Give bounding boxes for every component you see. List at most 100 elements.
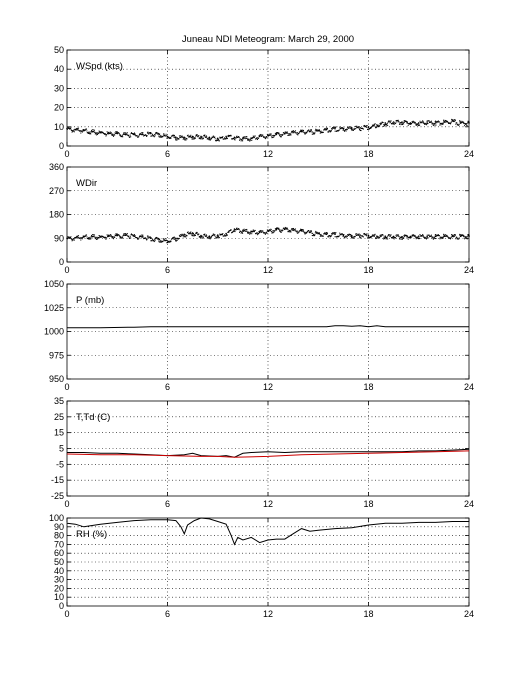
data-point xyxy=(343,236,345,238)
x-tick-label-4: 24 xyxy=(464,265,474,275)
data-point xyxy=(247,232,249,234)
data-point xyxy=(226,234,228,236)
data-point xyxy=(256,232,258,234)
data-point xyxy=(327,128,329,130)
data-point xyxy=(362,128,364,130)
x-tick-label-3: 18 xyxy=(363,149,373,159)
data-point xyxy=(262,134,264,136)
data-point xyxy=(159,136,161,138)
data-point xyxy=(411,121,413,123)
data-point xyxy=(110,234,112,236)
data-point xyxy=(254,135,256,137)
data-point xyxy=(144,237,146,239)
data-point xyxy=(296,230,298,232)
data-point xyxy=(197,136,199,138)
data-point xyxy=(339,126,341,128)
data-point xyxy=(91,130,93,133)
data-point xyxy=(98,132,100,134)
data-point xyxy=(403,121,405,123)
panel-label: RH (%) xyxy=(76,529,107,540)
data-point xyxy=(350,126,353,129)
data-point xyxy=(136,135,138,137)
data-point xyxy=(134,236,136,238)
data-point xyxy=(402,236,404,238)
data-point xyxy=(287,133,289,135)
data-point xyxy=(280,231,282,233)
data-point xyxy=(258,231,261,234)
data-point xyxy=(282,229,284,231)
data-point xyxy=(315,230,317,232)
data-point xyxy=(358,127,360,129)
data-point xyxy=(178,135,180,137)
y-tick-label-0: -25 xyxy=(51,491,64,501)
data-point xyxy=(287,229,289,231)
data-point xyxy=(416,237,418,239)
data-point xyxy=(270,229,272,231)
data-point xyxy=(114,132,116,134)
data-point xyxy=(399,123,401,125)
data-point xyxy=(199,137,201,139)
data-point xyxy=(303,231,305,233)
data-point xyxy=(262,230,264,232)
data-point xyxy=(421,235,423,237)
data-point xyxy=(440,236,442,238)
data-point xyxy=(163,133,165,135)
y-tick-label-2: 20 xyxy=(54,103,64,113)
data-point xyxy=(458,123,460,125)
data-point xyxy=(146,131,148,133)
data-point xyxy=(339,232,341,234)
data-point xyxy=(451,234,453,236)
data-point xyxy=(122,234,124,236)
data-point xyxy=(199,235,201,237)
data-point xyxy=(158,135,160,137)
data-point xyxy=(373,235,375,237)
data-point xyxy=(240,230,242,232)
data-point xyxy=(279,135,281,137)
data-point xyxy=(465,123,467,125)
data-point xyxy=(94,238,96,240)
data-point xyxy=(440,238,442,240)
data-point xyxy=(302,230,304,232)
data-point xyxy=(234,231,236,233)
data-point xyxy=(175,237,177,240)
data-point xyxy=(443,233,445,235)
data-point xyxy=(275,133,277,135)
data-point xyxy=(212,234,214,236)
data-point xyxy=(421,235,423,237)
data-point xyxy=(455,123,457,125)
data-point xyxy=(97,238,99,240)
data-point xyxy=(97,134,99,136)
data-point xyxy=(205,234,207,236)
data-point xyxy=(376,126,378,128)
data-point xyxy=(440,124,442,126)
data-point xyxy=(349,233,351,235)
data-point xyxy=(149,132,151,134)
data-point xyxy=(243,228,245,230)
data-point xyxy=(94,236,96,238)
data-point xyxy=(403,236,405,238)
data-point xyxy=(84,129,86,131)
x-tick-label-0: 0 xyxy=(64,382,69,392)
data-point xyxy=(243,137,245,139)
data-point xyxy=(126,132,128,134)
x-tick-label-3: 18 xyxy=(363,499,373,509)
data-point xyxy=(314,132,316,134)
data-point xyxy=(202,235,204,237)
data-point xyxy=(464,125,466,127)
data-point xyxy=(138,135,140,137)
data-point xyxy=(285,131,287,133)
data-point xyxy=(444,236,446,238)
data-point xyxy=(189,233,191,235)
y-tick-label-3: 30 xyxy=(54,575,64,585)
data-point xyxy=(93,236,95,238)
series-1 xyxy=(66,450,470,458)
data-point xyxy=(414,122,416,124)
data-point xyxy=(458,237,460,239)
data-point xyxy=(266,133,268,135)
data-point xyxy=(400,238,402,240)
data-point xyxy=(70,237,72,239)
data-point xyxy=(148,133,150,135)
data-point xyxy=(413,234,415,236)
data-point xyxy=(444,121,446,123)
data-point xyxy=(228,136,230,138)
